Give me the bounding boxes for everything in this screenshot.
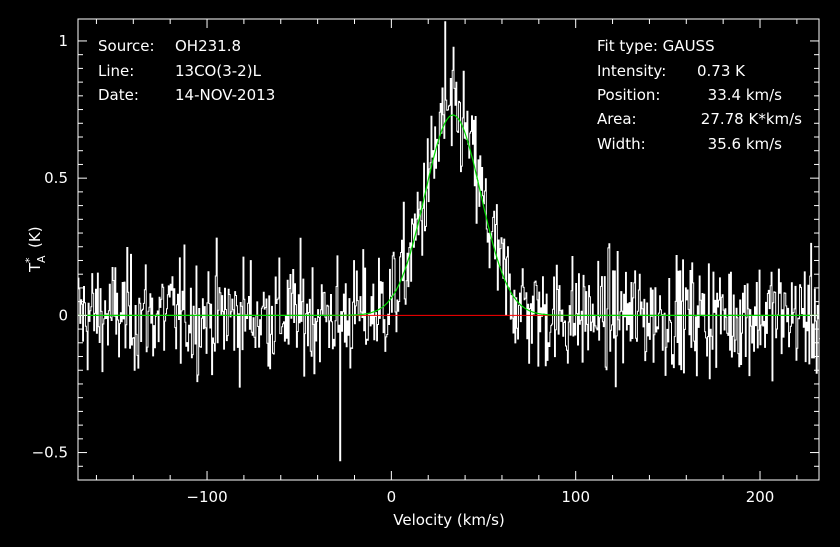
fit-type: Fit type: GAUSS <box>597 37 715 55</box>
gaussian-fit-curve <box>78 114 819 316</box>
source-key: Source: <box>98 37 155 55</box>
intensity-key: Intensity: <box>597 62 666 80</box>
width-value: 35.6 km/s <box>708 135 783 153</box>
x-tick-label: 0 <box>387 488 397 506</box>
date-value: 14-NOV-2013 <box>175 86 275 104</box>
y-tick-label: 1 <box>58 32 68 50</box>
intensity-value: 0.73 K <box>697 62 746 80</box>
y-axis-label: T * A (K) <box>23 226 48 273</box>
plot-frame <box>77 18 820 481</box>
date-key: Date: <box>98 86 139 104</box>
area-value: 27.78 K*km/s <box>701 110 802 128</box>
svg-text:A: A <box>35 255 48 263</box>
svg-text:T: T <box>26 262 44 273</box>
position-value: 33.4 km/s <box>708 86 783 104</box>
x-axis-label: Velocity (km/s) <box>393 511 504 529</box>
source-value: OH231.8 <box>175 37 241 55</box>
svg-text:(K): (K) <box>26 226 44 248</box>
x-tick-label: −100 <box>186 488 227 506</box>
y-tick-label: 0 <box>58 306 68 324</box>
area-key: Area: <box>597 110 637 128</box>
source-info: Source: OH231.8 Line: 13CO(3-2)L Date: 1… <box>98 37 275 104</box>
width-key: Width: <box>597 135 646 153</box>
line-key: Line: <box>98 62 134 80</box>
position-key: Position: <box>597 86 660 104</box>
y-tick-label: −0.5 <box>32 444 68 462</box>
x-tick-label: 200 <box>746 488 775 506</box>
svg-text:*: * <box>23 257 36 263</box>
x-tick-label: 100 <box>561 488 590 506</box>
spectrum-trace <box>78 21 820 462</box>
fit-info: Fit type: GAUSS Intensity: 0.73 K Positi… <box>597 37 802 153</box>
line-value: 13CO(3-2)L <box>175 62 262 80</box>
y-tick-label: 0.5 <box>44 169 68 187</box>
